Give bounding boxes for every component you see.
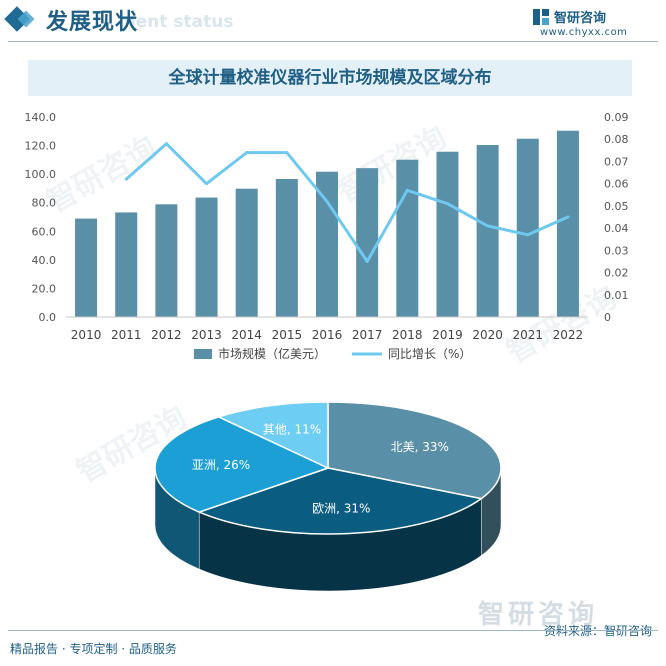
growth-line <box>125 142 569 263</box>
y-left-tick-label: 140.0 <box>25 111 57 124</box>
brand-name: 智研咨询 <box>554 11 607 26</box>
legend-label-bar: 市场规模（亿美元） <box>218 346 326 361</box>
pie-slice-label: 欧洲, 31% <box>312 502 370 516</box>
x-tick-label: 2019 <box>432 328 463 342</box>
y-right-tick-label: 0.08 <box>604 133 629 146</box>
footer-brand-watermark: 智研咨询 <box>478 600 599 630</box>
page-footer: 智研咨询 资料来源：智研咨询 精品报告 · 专项定制 · 品质服务 <box>0 600 666 666</box>
growth-point <box>325 199 329 203</box>
footer-divider <box>8 630 658 631</box>
brand-block: 智研咨询 www.chyxx.com <box>532 6 652 40</box>
growth-point <box>486 224 490 228</box>
y-left-tick-label: 100.0 <box>25 168 57 181</box>
page-header: ment status 发展现状 智研咨询 www.chyxx.com <box>0 0 666 48</box>
growth-point <box>285 151 289 155</box>
y-left-tick-label: 80.0 <box>32 197 57 210</box>
pie-slice <box>327 401 502 500</box>
x-tick-label: 2021 <box>512 328 543 342</box>
section-subtitle: ment status <box>118 12 234 32</box>
y-left-tick-label: 0.0 <box>39 311 57 324</box>
y-left-tick-label: 20.0 <box>32 282 57 295</box>
x-tick-label: 2022 <box>553 328 584 342</box>
growth-point <box>445 202 449 206</box>
bar <box>476 145 499 317</box>
y-right-tick-label: 0.01 <box>604 289 629 302</box>
y-left-tick-label: 120.0 <box>25 140 57 153</box>
x-tick-label: 2015 <box>272 328 303 342</box>
growth-point <box>405 188 409 192</box>
x-tick-label: 2014 <box>231 328 262 342</box>
x-tick-label: 2020 <box>472 328 503 342</box>
pie-chart: 北美, 33% 欧洲, 31% 亚洲, 26% 其他, 11% <box>154 401 502 592</box>
y-right-tick-label: 0.07 <box>604 155 629 168</box>
bar <box>155 204 178 317</box>
header-divider <box>8 41 658 42</box>
x-tick-label: 2018 <box>392 328 423 342</box>
pie-slice <box>197 467 484 535</box>
bar <box>396 159 419 317</box>
bar <box>275 179 298 317</box>
bar <box>195 197 218 317</box>
x-tick-label: 2010 <box>71 328 102 342</box>
footer-slogan: 精品报告 · 专项定制 · 品质服务 <box>10 642 177 656</box>
growth-point <box>566 215 570 219</box>
y-left-tick-label: 60.0 <box>32 225 57 238</box>
bar <box>115 212 138 317</box>
pie-slice-label: 其他, 11% <box>263 422 321 436</box>
x-tick-label: 2016 <box>312 328 343 342</box>
legend-label-line: 同比增长（%） <box>388 347 471 361</box>
x-tick-label: 2012 <box>151 328 182 342</box>
section-title: 发展现状 <box>46 10 139 35</box>
pie-slice-label: 亚洲, 26% <box>192 458 250 472</box>
legend-swatch-bar <box>194 349 212 359</box>
y-right-tick-label: 0.06 <box>604 178 629 191</box>
chart-title: 全球计量校准仪器行业市场规模及区域分布 <box>28 60 632 96</box>
y-right-tick-label: 0.02 <box>604 267 629 280</box>
bar <box>436 151 459 317</box>
y-right-tick-label: 0 <box>604 311 611 324</box>
bar <box>75 218 98 317</box>
growth-point <box>205 182 209 186</box>
pie-slice <box>216 401 329 470</box>
pie-slice <box>154 416 331 513</box>
y-right-tick-label: 0.03 <box>604 244 629 257</box>
growth-point <box>365 259 369 263</box>
pie-slice-label: 北美, 33% <box>391 440 449 454</box>
x-tick-label: 2011 <box>111 328 142 342</box>
y-right-tick-label: 0.04 <box>604 222 629 235</box>
x-tick-label: 2017 <box>352 328 383 342</box>
brand-logo-icon <box>533 9 549 25</box>
growth-point <box>245 151 249 155</box>
growth-point <box>124 177 128 181</box>
bar <box>235 188 258 317</box>
growth-point <box>164 142 168 146</box>
bar <box>516 138 539 317</box>
y-left-tick-label: 40.0 <box>32 254 57 267</box>
bar <box>356 168 379 317</box>
combo-chart: 0.020.040.060.080.0100.0120.0140.000.010… <box>25 111 629 361</box>
x-tick-label: 2013 <box>191 328 222 342</box>
y-right-tick-label: 0.09 <box>604 111 629 124</box>
growth-point <box>526 233 530 237</box>
brand-url: www.chyxx.com <box>540 27 628 38</box>
bar <box>556 130 579 317</box>
y-right-tick-label: 0.05 <box>604 200 629 213</box>
source-note: 资料来源：智研咨询 <box>543 624 652 638</box>
